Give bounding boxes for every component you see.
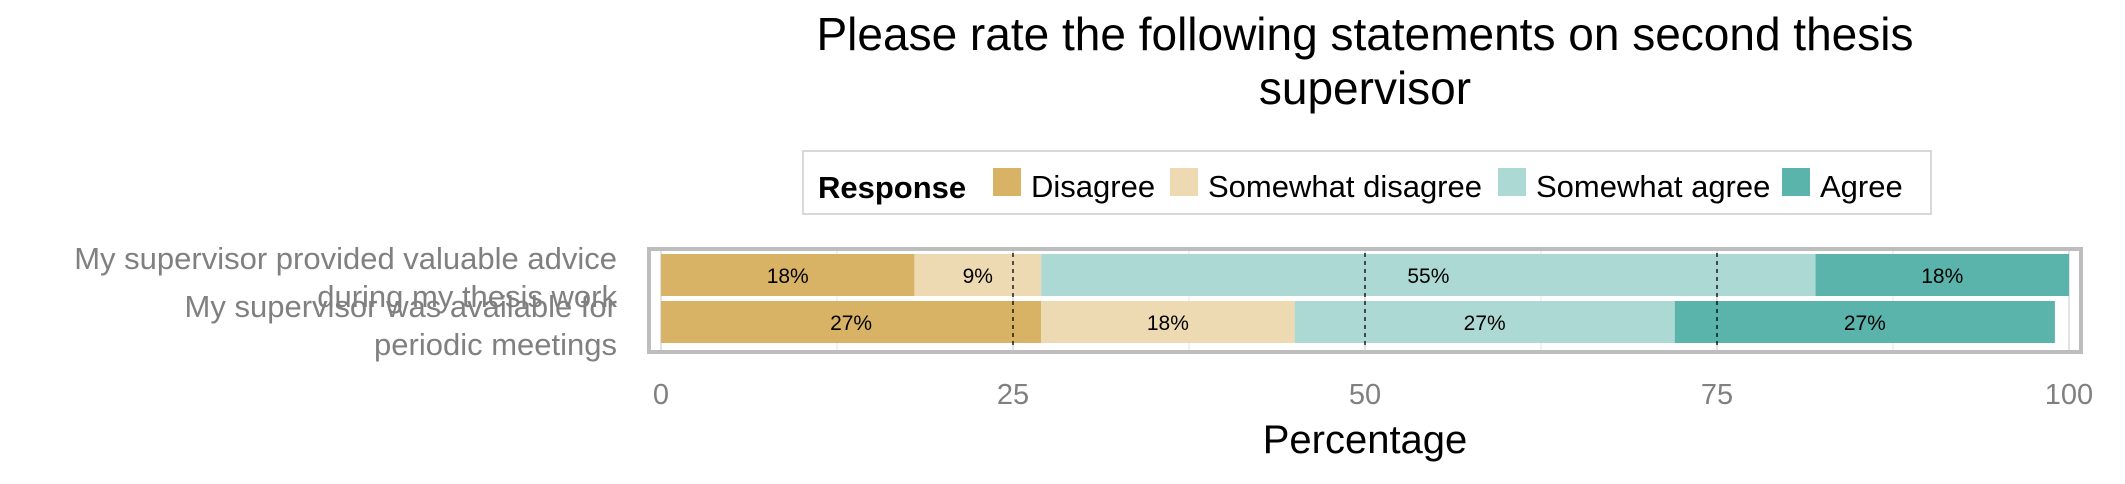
bar-segment <box>661 254 915 296</box>
legend-label: Somewhat agree <box>1536 169 1770 204</box>
bar-segment <box>1294 301 1675 343</box>
bar-data-label: 27% <box>830 312 872 335</box>
legend-label: Disagree <box>1031 169 1155 204</box>
legend-swatch <box>993 168 1021 196</box>
legend-title: Response <box>818 170 966 205</box>
x-tick-label: 0 <box>653 379 669 411</box>
bar-data-label: 27% <box>1844 312 1886 335</box>
legend-swatch <box>1498 168 1526 196</box>
legend-swatch <box>1782 168 1810 196</box>
x-tick-label: 75 <box>1701 379 1733 411</box>
legend-label: Somewhat disagree <box>1208 169 1482 204</box>
panel-border <box>647 247 2083 354</box>
chart-title-line-1: Please rate the following statements on … <box>817 8 1914 60</box>
legend-swatch <box>1170 168 1198 196</box>
bar-segment <box>1041 254 1816 296</box>
x-tick-label: 50 <box>1349 379 1381 411</box>
bar-segment <box>1815 254 2069 296</box>
bar-data-label: 9% <box>963 265 993 288</box>
legend-box <box>802 150 1932 215</box>
bar-segment <box>914 254 1042 296</box>
bar-segment <box>1041 301 1295 343</box>
bar-segment <box>1674 301 2055 343</box>
bar-data-label: 18% <box>1147 312 1189 335</box>
x-axis-title: Percentage <box>1263 418 1468 462</box>
bar-segment <box>661 301 1042 343</box>
bar-data-label: 55% <box>1407 265 1449 288</box>
x-tick-label: 100 <box>2045 379 2093 411</box>
chart-title-line-2: supervisor <box>1259 62 1471 114</box>
legend-label: Agree <box>1820 169 1903 204</box>
bar-data-label: 27% <box>1464 312 1506 335</box>
bar-data-label: 18% <box>767 265 809 288</box>
x-tick-label: 25 <box>997 379 1029 411</box>
y-axis-label: My supervisor provided valuable advice du… <box>74 241 617 314</box>
bar-data-label: 18% <box>1921 265 1963 288</box>
y-axis-label: My supervisor was available for periodic … <box>185 289 617 362</box>
legend: Response Disagree Somewhat disagree Somewh… <box>802 150 1932 215</box>
